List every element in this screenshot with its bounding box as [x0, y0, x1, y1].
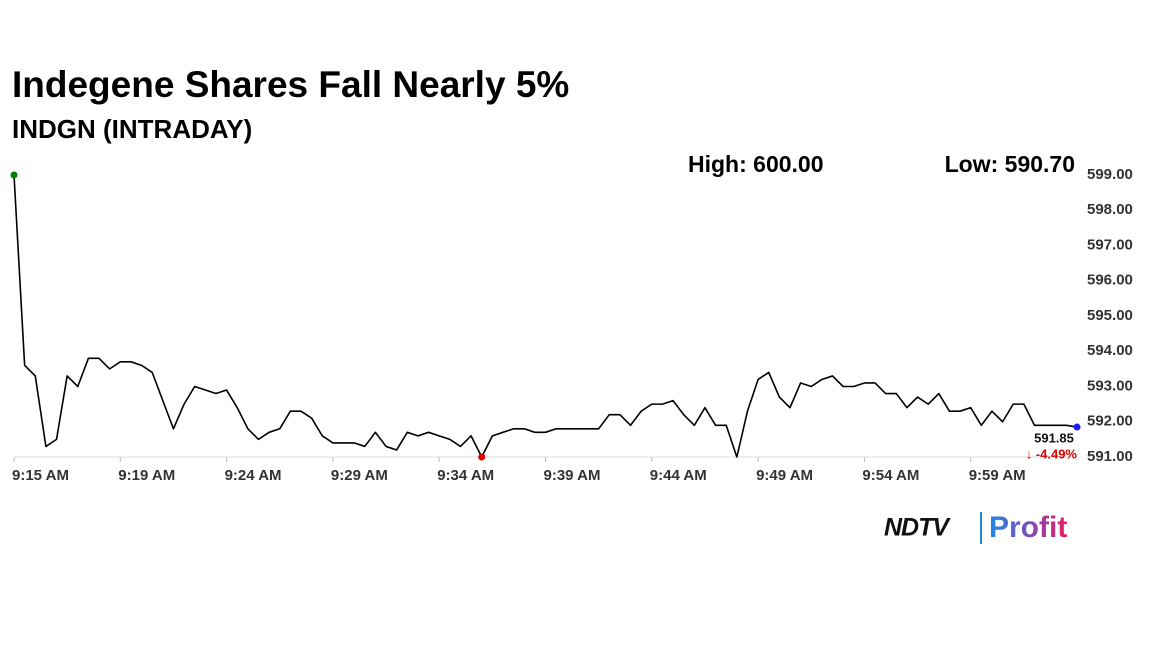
y-tick-label: 593.00: [1087, 377, 1133, 394]
y-tick-label: 592.00: [1087, 413, 1133, 430]
x-tick-label: 9:24 AM: [225, 467, 282, 484]
x-tick-label: 9:39 AM: [544, 467, 601, 484]
y-tick-label: 595.00: [1087, 307, 1133, 324]
x-tick-label: 9:44 AM: [650, 467, 707, 484]
y-tick-label: 596.00: [1087, 272, 1133, 289]
y-tick-label: 591.00: [1087, 448, 1133, 465]
brand-divider: [980, 512, 982, 544]
brand-name: NDTV: [884, 514, 951, 542]
x-tick-label: 9:15 AM: [12, 467, 69, 484]
chart-subtitle: INDGN (INTRADAY): [12, 114, 252, 144]
start-dot: [10, 171, 18, 179]
change-label: ↓ -4.49%: [1026, 446, 1078, 461]
low-dot: [478, 453, 486, 461]
last-price-label: 591.85: [1034, 430, 1074, 445]
y-tick-label: 597.00: [1087, 236, 1133, 253]
low-label: Low: 590.70: [945, 151, 1075, 177]
x-tick-label: 9:59 AM: [969, 467, 1026, 484]
y-tick-label: 594.00: [1087, 342, 1133, 359]
price-line: [13, 174, 1078, 458]
high-label: High: 600.00: [688, 151, 824, 177]
end-dot: [1073, 423, 1081, 431]
brand-product: Profit: [989, 511, 1067, 544]
x-tick-label: 9:29 AM: [331, 467, 388, 484]
chart-title: Indegene Shares Fall Nearly 5%: [12, 64, 569, 105]
y-tick-label: 598.00: [1087, 201, 1133, 218]
x-tick-label: 9:54 AM: [862, 467, 919, 484]
x-tick-label: 9:49 AM: [756, 467, 813, 484]
x-tick-label: 9:34 AM: [437, 467, 494, 484]
x-tick-label: 9:19 AM: [118, 467, 175, 484]
y-tick-label: 599.00: [1087, 166, 1133, 183]
